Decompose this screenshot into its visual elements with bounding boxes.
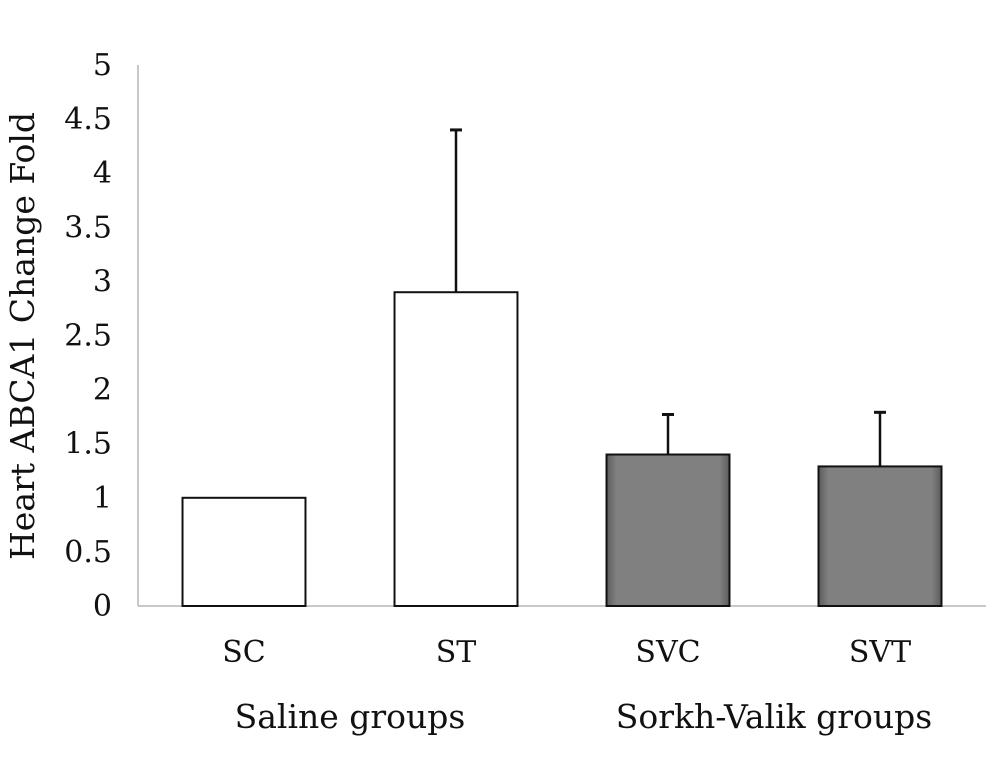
y-tick-label: 2.5 <box>64 319 112 354</box>
category-label-svt: SVT <box>849 635 911 670</box>
y-tick-label: 5 <box>93 48 112 83</box>
bar-svc <box>605 453 731 607</box>
bar-svt <box>817 465 943 607</box>
y-tick-label: 4 <box>93 156 112 191</box>
error-bars <box>450 128 886 467</box>
category-label-sc: SC <box>222 635 266 670</box>
y-tick-label: 0 <box>93 589 112 624</box>
y-tick-label: 2 <box>93 373 112 408</box>
y-tick-label: 4.5 <box>64 102 112 137</box>
y-tick-label: 3.5 <box>64 210 112 245</box>
y-axis-ticks: 0 0.5 1 1.5 2 2.5 3 3.5 4 4.5 5 <box>64 48 112 624</box>
group-labels: Saline groups Sorkh-Valik groups <box>235 697 933 736</box>
bar-sc <box>181 496 307 607</box>
y-tick-label: 1 <box>93 481 112 516</box>
category-labels: SC ST SVC SVT <box>222 635 911 670</box>
y-tick-label: 0.5 <box>64 535 112 570</box>
group-label-1: Saline groups <box>235 697 466 736</box>
category-label-st: ST <box>436 635 477 670</box>
bars <box>181 291 943 607</box>
y-axis-title: Heart ABCA1 Change Fold <box>3 112 42 560</box>
y-tick-label: 1.5 <box>64 427 112 462</box>
y-tick-label: 3 <box>93 264 112 299</box>
category-label-svc: SVC <box>635 635 700 670</box>
group-label-2: Sorkh-Valik groups <box>616 697 932 736</box>
bar-st <box>393 291 519 607</box>
